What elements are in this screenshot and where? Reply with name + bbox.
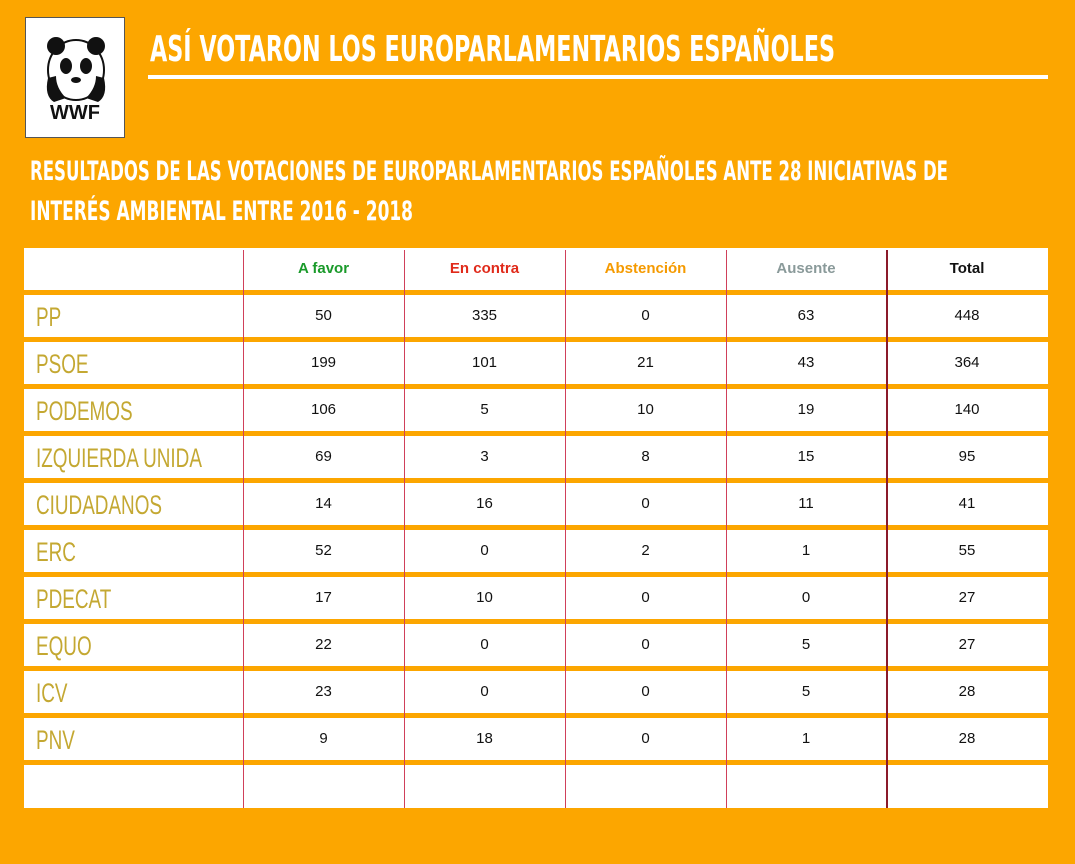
cell-value: 0 [801,589,811,606]
party-name: PDECAT [36,584,112,614]
party-name: EQUO [36,631,92,661]
header-row: A favor En contra Abstención Ausente Total [24,248,1048,290]
empty-row [24,765,1048,808]
party-name: PNV [36,725,75,755]
cell-value: 41 [958,495,976,512]
cell-value: 11 [798,495,814,512]
table-row: EQUO 22 0 0 5 27 [24,624,1048,666]
cell-value: 21 [637,354,654,371]
title: ASÍ VOTARON LOS EUROPARLAMENTARIOS ESPAÑ… [150,28,835,70]
cell-value: 0 [641,589,650,606]
table-row: IZQUIERDA UNIDA 69 3 8 15 95 [24,436,1048,478]
column-header: En contra [449,260,520,277]
cell-value: 335 [471,307,498,324]
cell-value: 55 [958,542,976,559]
cell-value: 19 [797,401,815,418]
cell-value: 199 [310,354,337,371]
column-divider [243,250,244,808]
cell-value: 140 [954,401,980,418]
table-row: PDECAT 17 10 0 0 27 [24,577,1048,619]
party-name: PP [36,302,62,332]
cell-value: 63 [797,307,815,324]
column-header: Abstención [604,260,687,277]
cell-value: 5 [480,401,489,418]
cell-value: 8 [641,448,650,465]
table-row: PODEMOS 106 5 10 19 140 [24,389,1048,431]
party-name: IZQUIERDA UNIDA [36,443,202,473]
cell-value: 1 [801,542,811,559]
column-header: A favor [297,260,350,277]
cell-value: 16 [476,495,493,512]
cell-value: 27 [958,589,976,606]
table-row: PNV 9 18 0 1 28 [24,718,1048,760]
column-header: Total [949,260,985,277]
party-name: ERC [36,537,76,567]
party-name: PSOE [36,349,89,379]
subtitle-line: INTERÉS AMBIENTAL ENTRE 2016 - 2018 [30,195,413,227]
logo: WWF [25,17,125,138]
cell-value: 17 [315,589,332,606]
cell-value: 2 [641,542,650,559]
cell-value: 43 [797,354,815,371]
cell-value: 3 [480,448,489,465]
table-row: ICV 23 0 0 5 28 [24,671,1048,713]
column-divider [886,250,888,808]
cell-value: 15 [797,448,815,465]
cell-value: 5 [801,636,811,653]
cell-value: 27 [958,636,976,653]
column-header: Ausente [776,260,836,277]
table-row: ERC 52 0 2 1 55 [24,530,1048,572]
cell-value: 23 [315,683,332,700]
party-name: CIUDADANOS [36,490,163,520]
cell-value: 5 [801,683,811,700]
cell-value: 1 [801,730,811,747]
cell-value: 0 [641,730,650,747]
cell-value: 0 [641,495,650,512]
cell-value: 14 [315,495,332,512]
header: ASÍ VOTARON LOS EUROPARLAMENTARIOS ESPAÑ… [30,28,1048,227]
cell-value: 0 [641,307,650,324]
subtitle-line: RESULTADOS DE LAS VOTACIONES DE EUROPARL… [30,155,948,187]
logo-text: WWF [50,102,100,124]
column-divider [726,250,727,808]
column-divider [404,250,405,808]
table-row: PSOE 199 101 21 43 364 [24,342,1048,384]
cell-value: 0 [480,636,489,653]
cell-value: 50 [315,307,332,324]
cell-value: 106 [310,401,337,418]
cell-value: 448 [954,307,980,324]
cell-value: 52 [315,542,332,559]
column-divider [565,250,566,808]
cell-value: 364 [954,354,980,371]
cell-value: 69 [315,448,332,465]
cell-value: 0 [641,683,650,700]
cell-value: 10 [476,589,493,606]
cell-value: 9 [319,730,328,747]
cell-value: 0 [480,683,489,700]
cell-value: 10 [637,401,654,418]
cell-value: 28 [958,683,976,700]
party-name: ICV [36,678,68,708]
cell-value: 0 [641,636,650,653]
panda-icon [46,37,106,102]
cell-value: 28 [958,730,976,747]
cell-value: 101 [471,354,498,371]
cell-value: 22 [315,636,332,653]
table-row: PP 50 335 0 63 448 [24,295,1048,337]
cell-value: 0 [480,542,489,559]
cell-value: 95 [958,448,976,465]
title-underline [148,75,1048,79]
cell-value: 18 [476,730,493,747]
party-name: PODEMOS [36,396,133,426]
table-row: CIUDADANOS 14 16 0 11 41 [24,483,1048,525]
